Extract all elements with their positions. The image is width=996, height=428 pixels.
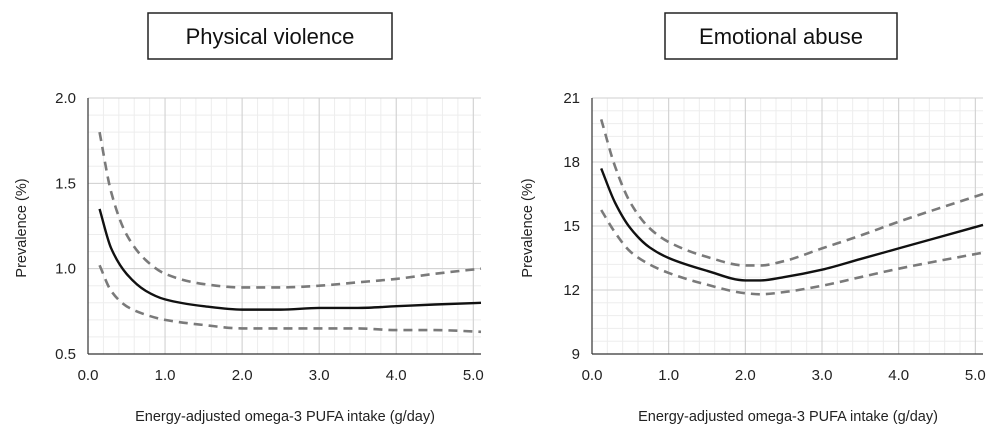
chart-title: Emotional abuse [699,24,863,49]
y-axis-label: Prevalence (%) [520,178,536,277]
x-tick-label: 5.0 [463,367,484,384]
y-axis-label: Prevalence (%) [14,178,30,277]
gridlines [88,97,481,354]
panel-physical-violence: Physical violence 0.0 1.0 2.0 3.0 4.0 5.0 0.5 1… [14,12,484,425]
y-tick-label: 21 [563,90,580,107]
x-tick-label: 0.0 [78,367,99,384]
axes [591,98,983,355]
series-line-dashed [600,209,984,296]
x-tick-label: 4.0 [386,367,407,384]
y-tick-label: 12 [563,282,580,299]
series-line-solid [600,167,984,282]
y-tick-label: 18 [563,154,580,171]
x-tick-label: 0.0 [582,367,603,384]
x-tick-label: 5.0 [965,367,986,384]
y-tick-label: 1.0 [55,261,76,278]
series-line-solid [98,208,482,311]
panel-emotional-abuse: Emotional abuse 0.0 1.0 2.0 3.0 4.0 5.0 9 12 15 1… [520,12,986,425]
series-lines [98,131,482,334]
x-tick-label: 4.0 [888,367,909,384]
series-line-dashed [599,118,984,267]
chart-title-box [664,12,898,60]
tick-labels: 0.0 1.0 2.0 3.0 4.0 5.0 9 12 15 18 21 [563,90,985,384]
chart-title: Physical violence [186,24,355,49]
y-tick-label: 15 [563,218,580,235]
x-tick-label: 1.0 [658,367,679,384]
y-tick-label: 2.0 [55,90,76,107]
series-line-dashed [98,264,482,334]
series-line-dashed [98,131,482,289]
axes [87,98,481,355]
x-tick-label: 2.0 [232,367,253,384]
x-axis-label: Energy-adjusted omega-3 PUFA intake (g/d… [135,409,435,425]
tick-labels: 0.0 1.0 2.0 3.0 4.0 5.0 0.5 1.0 1.5 2.0 [55,90,484,384]
series-lines [599,118,984,296]
y-tick-label: 9 [572,346,580,363]
x-axis-label: Energy-adjusted omega-3 PUFA intake (g/d… [638,409,938,425]
x-tick-label: 1.0 [155,367,176,384]
x-tick-label: 3.0 [309,367,330,384]
x-tick-label: 3.0 [812,367,833,384]
gridlines [592,97,983,354]
x-tick-label: 2.0 [735,367,756,384]
chart-title-box [147,12,393,60]
y-tick-label: 0.5 [55,346,76,363]
y-tick-label: 1.5 [55,175,76,192]
